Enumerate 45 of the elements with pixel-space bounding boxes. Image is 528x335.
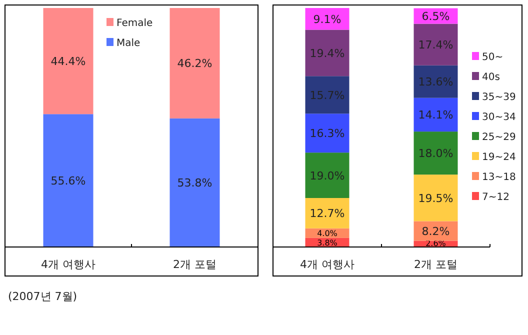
data-label: 14.1% xyxy=(418,108,454,122)
x-tick-label: 4개 여행사 xyxy=(300,258,354,271)
bar xyxy=(414,174,458,222)
legend-label: 35~39 xyxy=(482,92,516,103)
data-label: 4.0% xyxy=(317,229,338,238)
text: (2007년 7월) xyxy=(8,290,78,303)
data-label: 9.1% xyxy=(313,12,342,26)
legend-label: 30~34 xyxy=(482,112,516,123)
legend-label: 25~29 xyxy=(482,132,516,143)
legend-label: Female xyxy=(116,18,153,29)
data-label: 15.7% xyxy=(310,88,345,102)
data-label: 3.8% xyxy=(317,238,338,248)
legend-label: Male xyxy=(116,38,140,49)
legend-label: 13~18 xyxy=(482,172,516,183)
data-label: 18.0% xyxy=(418,147,454,160)
bar xyxy=(414,65,458,98)
legend-label: 7~12 xyxy=(482,192,510,203)
bar xyxy=(414,132,458,175)
data-label: 16.3% xyxy=(310,127,345,140)
x-tick-label: 2개 포털 xyxy=(173,258,216,271)
legend-label: 19~24 xyxy=(482,152,516,163)
data-label: 6.5% xyxy=(422,10,450,24)
data-label: 19.4% xyxy=(310,46,345,60)
data-label: 17.4% xyxy=(418,38,454,52)
x-tick-label: 2개 포털 xyxy=(414,258,458,271)
data-label: 44.4% xyxy=(50,55,86,68)
bar xyxy=(305,30,350,76)
data-label: 8.2% xyxy=(422,224,450,238)
data-label: 12.7% xyxy=(310,207,345,220)
legend-label: 40s xyxy=(482,72,500,83)
bar xyxy=(414,98,458,132)
bar xyxy=(305,198,350,228)
bar xyxy=(305,114,350,153)
data-label: 46.2% xyxy=(177,57,212,70)
bar xyxy=(305,152,350,198)
data-label: 13.6% xyxy=(418,76,454,89)
bar xyxy=(414,221,458,241)
x-tick-label: 4개 여행사 xyxy=(41,258,96,271)
data-label: 55.6% xyxy=(50,174,86,188)
data-label: 53.8% xyxy=(177,176,212,190)
data-label: 19.5% xyxy=(418,192,454,205)
data-label: 19.0% xyxy=(310,169,345,182)
bar xyxy=(414,24,458,66)
legend-label: 50~ xyxy=(482,52,504,63)
bar xyxy=(305,76,350,114)
